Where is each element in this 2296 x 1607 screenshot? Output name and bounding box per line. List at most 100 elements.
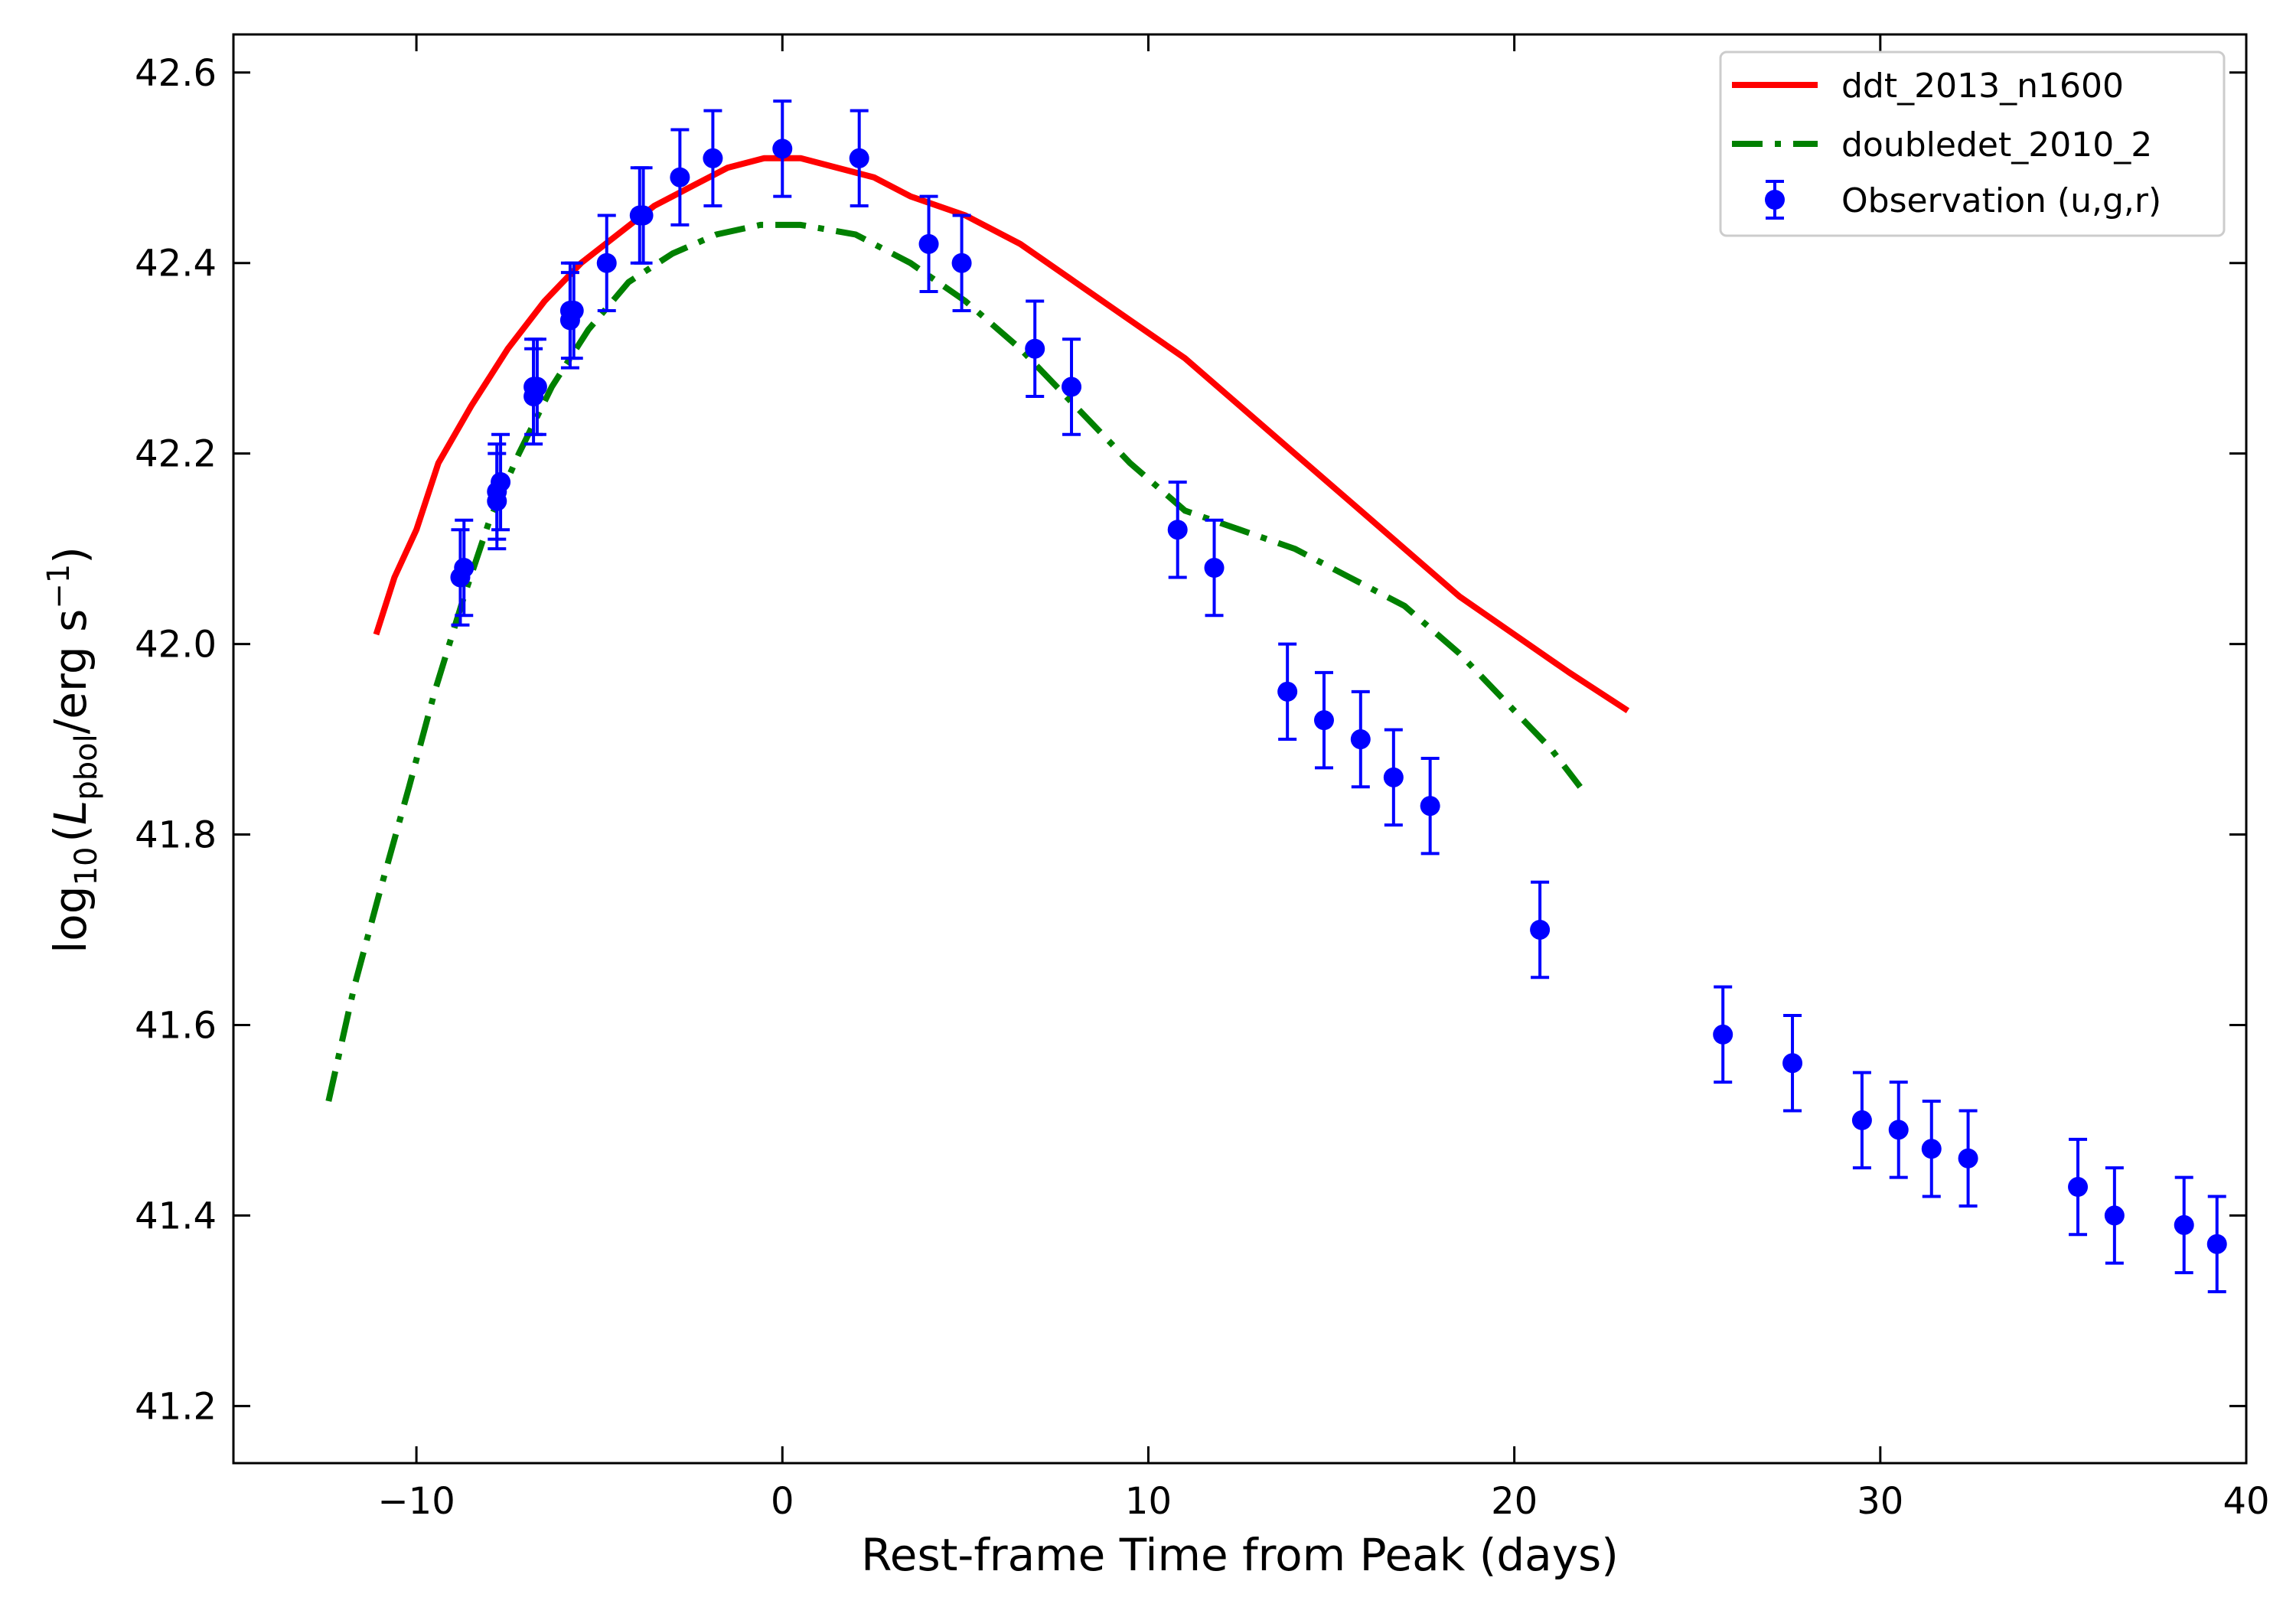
observation-point bbox=[2174, 1175, 2194, 1275]
observation-marker bbox=[703, 148, 723, 168]
observation-point bbox=[596, 214, 617, 312]
observation-marker bbox=[1167, 520, 1188, 540]
observation-marker bbox=[1958, 1148, 1978, 1169]
observation-marker bbox=[563, 300, 584, 321]
observation-marker bbox=[1313, 710, 1334, 731]
observation-marker bbox=[1350, 729, 1371, 750]
observation-marker bbox=[1851, 1110, 1872, 1130]
legend: ddt_2013_n1600 doubledet_2010_2 Observat… bbox=[1719, 51, 2226, 237]
observation-point bbox=[2206, 1195, 2227, 1293]
observation-point bbox=[633, 166, 654, 265]
observation-point bbox=[1958, 1109, 1978, 1208]
y-tick-label: 42.6 bbox=[135, 52, 217, 95]
x-tick-label: −10 bbox=[377, 1480, 455, 1523]
observation-point bbox=[703, 109, 723, 208]
observation-marker bbox=[454, 558, 475, 579]
y-tick-label: 42.0 bbox=[135, 624, 217, 667]
y-label-var-sub: pbol bbox=[69, 734, 104, 800]
y-label-log: log bbox=[44, 885, 96, 953]
observation-point bbox=[491, 432, 511, 532]
observation-point bbox=[951, 214, 972, 312]
observation-marker bbox=[2174, 1214, 2194, 1235]
observation-marker bbox=[1383, 767, 1404, 787]
observation-point bbox=[918, 194, 939, 294]
y-label-var: L bbox=[44, 800, 96, 825]
x-tick-label: 0 bbox=[771, 1480, 794, 1523]
y-label-unit-sup: −1 bbox=[41, 564, 77, 609]
x-tick-label: 40 bbox=[2223, 1480, 2269, 1523]
observation-point bbox=[1921, 1100, 1942, 1198]
observation-point bbox=[2104, 1166, 2125, 1265]
y-tick-label: 42.2 bbox=[135, 433, 217, 476]
y-label-open: ( bbox=[44, 825, 96, 843]
observation-marker bbox=[527, 376, 547, 397]
ticks-layer: −10 0 10 20 30 40 41.2 41.4 41.6 41.8 42.0 42.2 42.4… bbox=[135, 34, 2270, 1523]
y-tick-label: 41.8 bbox=[135, 814, 217, 857]
observation-marker bbox=[670, 167, 690, 187]
x-tick-label: 30 bbox=[1857, 1480, 1903, 1523]
observation-marker bbox=[2104, 1205, 2125, 1226]
legend-swatch-observation bbox=[1765, 180, 1785, 220]
legend-label-observation: Observation (u,g,r) bbox=[1841, 181, 2161, 220]
observation-marker bbox=[918, 233, 939, 254]
observation-point bbox=[1277, 642, 1298, 742]
observation-marker bbox=[849, 148, 869, 168]
observation-point bbox=[454, 518, 475, 618]
y-tick-label: 41.6 bbox=[135, 1004, 217, 1047]
observation-marker bbox=[772, 139, 793, 159]
observation-point bbox=[1530, 880, 1551, 980]
series-line-ddt_2013_n1600 bbox=[373, 155, 1630, 714]
legend-label-doubledet: doubledet_2010_2 bbox=[1841, 125, 2152, 165]
observation-marker bbox=[1025, 338, 1045, 359]
observation-marker bbox=[2206, 1234, 2227, 1254]
observation-point bbox=[2068, 1137, 2089, 1237]
plot-frame bbox=[232, 33, 2248, 1465]
legend-box bbox=[1719, 51, 2226, 237]
observation-marker bbox=[1204, 558, 1225, 579]
observation-point bbox=[1167, 480, 1188, 579]
observation-point bbox=[772, 99, 793, 198]
observation-point bbox=[1713, 985, 1733, 1084]
observation-marker bbox=[633, 205, 654, 226]
observation-point bbox=[1383, 728, 1404, 827]
y-tick-label: 42.4 bbox=[135, 243, 217, 285]
observation-point bbox=[1350, 689, 1371, 789]
observation-marker bbox=[1062, 376, 1082, 397]
observation-marker bbox=[1782, 1053, 1803, 1074]
observation-point bbox=[670, 128, 690, 227]
y-tick-label: 41.4 bbox=[135, 1195, 217, 1237]
observation-marker bbox=[1888, 1120, 1909, 1140]
x-axis-label: Rest-frame Time from Peak (days) bbox=[861, 1529, 1619, 1581]
y-axis-label: log10 (Lpbol/erg s−1) bbox=[41, 546, 104, 953]
observation-point bbox=[849, 109, 869, 208]
x-tick-label: 10 bbox=[1125, 1480, 1172, 1523]
x-tick-label: 20 bbox=[1491, 1480, 1538, 1523]
y-label-close: ) bbox=[44, 546, 96, 564]
legend-label-ddt: ddt_2013_n1600 bbox=[1841, 67, 2124, 106]
observation-point bbox=[1313, 670, 1334, 770]
observations-layer bbox=[450, 99, 2227, 1293]
observation-point bbox=[1420, 756, 1440, 856]
observation-marker bbox=[1530, 919, 1551, 940]
observation-marker bbox=[1713, 1024, 1733, 1045]
y-label-unit: /erg s bbox=[44, 609, 96, 735]
y-label-log-sub: 10 bbox=[69, 847, 104, 886]
observation-marker bbox=[1921, 1139, 1942, 1159]
observation-point bbox=[1851, 1071, 1872, 1170]
observation-marker bbox=[1420, 796, 1440, 817]
observation-marker bbox=[951, 253, 972, 273]
y-tick-label: 41.2 bbox=[135, 1385, 217, 1428]
observation-marker bbox=[2068, 1177, 2089, 1198]
observation-point bbox=[1782, 1014, 1803, 1113]
observation-marker bbox=[491, 471, 511, 492]
observation-point bbox=[1888, 1081, 1909, 1179]
observation-point bbox=[1025, 299, 1045, 398]
observation-marker bbox=[596, 253, 617, 273]
observation-point bbox=[527, 337, 547, 436]
observation-marker bbox=[1277, 681, 1298, 702]
observation-point bbox=[1204, 518, 1225, 618]
observation-point bbox=[563, 261, 584, 360]
observation-point bbox=[1062, 337, 1082, 436]
